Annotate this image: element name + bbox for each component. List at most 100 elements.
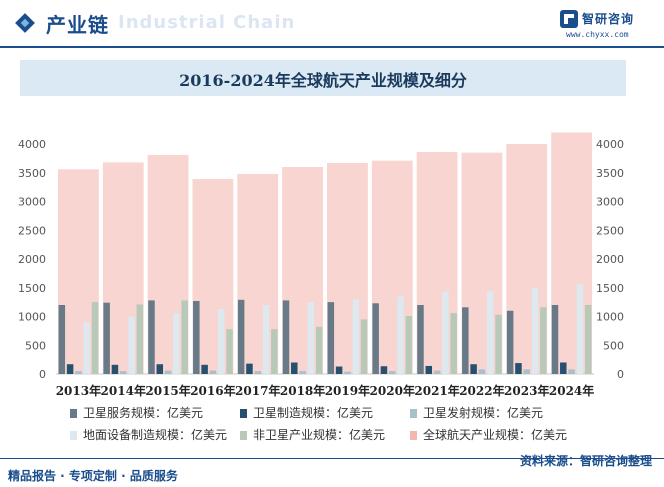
legend-swatch <box>240 409 247 418</box>
x-tick-label: 2023年 <box>504 383 549 398</box>
series-bar-2 <box>291 362 298 374</box>
x-tick-label: 2022年 <box>459 383 504 398</box>
series-bar-5 <box>271 329 278 374</box>
series-bar-2 <box>425 365 433 374</box>
series-bar-1 <box>327 302 335 374</box>
series-bar-5 <box>181 300 188 374</box>
series-bar-4 <box>397 296 404 374</box>
chart-legend: 卫星服务规模：亿美元 卫星制造规模：亿美元 卫星发射规模：亿美元地面设备制造规模：亿… <box>70 404 630 450</box>
y-tick-label-right: 3500 <box>596 167 624 180</box>
x-tick-label: 2013年 <box>56 383 101 398</box>
x-tick-label: 2019年 <box>325 383 370 398</box>
series-bar-4 <box>83 322 90 374</box>
series-bar-1 <box>551 305 559 374</box>
series-bar-5 <box>315 326 323 374</box>
x-tick-label: 2024年 <box>549 383 594 398</box>
y-tick-label-right: 1000 <box>596 311 624 324</box>
legend-swatch <box>70 409 77 418</box>
series-bar-1 <box>506 310 514 374</box>
series-bar-2 <box>156 364 164 374</box>
series-bar-1 <box>462 307 469 374</box>
x-tick-label: 2020年 <box>370 383 415 398</box>
legend-label: 卫星制造规模：亿美元 <box>253 406 374 420</box>
y-tick-label-left: 3500 <box>18 167 46 180</box>
series-bar-3 <box>75 371 82 374</box>
chart-title-band: 2016-2024年全球航天产业规模及细分 <box>20 60 626 96</box>
y-tick-label-left: 2500 <box>18 224 46 237</box>
legend-swatch <box>70 431 77 440</box>
logo-icon <box>560 10 578 28</box>
series-bar-3 <box>164 370 172 374</box>
series-bar-3 <box>209 370 217 374</box>
legend-label: 非卫星产业规模：亿美元 <box>253 428 386 442</box>
header-divider <box>0 46 664 48</box>
legend-item: 非卫星产业规模：亿美元 <box>240 426 385 443</box>
series-bar-1 <box>103 302 110 374</box>
legend-item: 卫星服务规模：亿美元 <box>70 404 203 421</box>
x-tick-label: 2017年 <box>235 383 280 398</box>
legend-swatch <box>410 409 417 418</box>
y-tick-label-right: 500 <box>603 339 624 352</box>
series-bar-5 <box>405 315 413 374</box>
x-tick-label: 2015年 <box>145 383 190 398</box>
legend-label: 卫星发射规模：亿美元 <box>423 406 544 420</box>
legend-label: 卫星服务规模：亿美元 <box>83 406 204 420</box>
logo-url: www.chyxx.com <box>566 30 629 39</box>
series-bar-3 <box>478 369 486 374</box>
series-bar-2 <box>515 363 522 374</box>
x-tick-label: 2016年 <box>190 383 235 398</box>
series-bar-2 <box>470 364 477 374</box>
series-bar-5 <box>91 302 99 374</box>
series-bar-3 <box>523 369 530 374</box>
series-bar-5 <box>226 329 233 374</box>
series-bar-1 <box>282 300 290 374</box>
legend-item: 全球航天产业规模：亿美元 <box>410 426 567 443</box>
logo-name: 智研咨询 <box>582 12 635 26</box>
y-tick-label-right: 1500 <box>596 282 624 295</box>
brand-logo: 智研咨询 www.chyxx.com <box>560 8 650 44</box>
series-bar-4 <box>217 309 225 374</box>
series-bar-2 <box>380 366 388 374</box>
series-bar-3 <box>433 370 441 374</box>
y-tick-label-right: 3000 <box>596 196 624 209</box>
series-bar-4 <box>442 291 449 374</box>
series-bar-4 <box>307 302 315 374</box>
series-bar-3 <box>389 371 396 374</box>
y-tick-label-right: 4000 <box>596 138 624 151</box>
series-bar-4 <box>486 291 494 374</box>
series-bar-3 <box>344 371 351 374</box>
series-bar-3 <box>254 371 261 374</box>
header-bar: 产业链 Industrial Chain 智研咨询 www.chyxx.com <box>0 0 664 46</box>
series-bar-1 <box>417 305 424 374</box>
series-bar-4 <box>576 284 584 374</box>
legend-label: 地面设备制造规模：亿美元 <box>83 428 228 442</box>
y-tick-label-left: 3000 <box>18 196 46 209</box>
y-tick-label-left: 1000 <box>18 311 46 324</box>
legend-item: 地面设备制造规模：亿美元 <box>70 426 227 443</box>
series-bar-2 <box>246 363 253 374</box>
footer-tagline: 精品报告 · 专项定制 · 品质服务 <box>8 469 178 483</box>
x-tick-label: 2014年 <box>101 383 146 398</box>
header-watermark: Industrial Chain <box>118 12 296 33</box>
series-bar-1 <box>237 299 245 374</box>
y-tick-label-left: 4000 <box>18 138 46 151</box>
series-bar-3 <box>568 369 575 374</box>
series-bar-1 <box>193 300 200 374</box>
series-bar-5 <box>360 319 368 374</box>
series-bar-4 <box>531 287 539 374</box>
legend-item: 卫星制造规模：亿美元 <box>240 404 373 421</box>
data-source: 资料来源：智研咨询整理 <box>519 454 652 468</box>
series-bar-1 <box>58 305 66 374</box>
series-bar-4 <box>173 313 180 374</box>
legend-swatch <box>410 431 417 440</box>
series-bar-4 <box>128 316 135 374</box>
x-tick-label: 2021年 <box>414 383 459 398</box>
y-tick-label-right: 0 <box>617 368 624 381</box>
series-bar-2 <box>201 364 208 374</box>
y-tick-label-right: 2000 <box>596 253 624 266</box>
legend-swatch <box>240 431 247 440</box>
y-tick-label-right: 2500 <box>596 224 624 237</box>
series-bar-1 <box>372 303 379 374</box>
series-bar-5 <box>136 304 144 374</box>
series-bar-2 <box>560 362 567 374</box>
